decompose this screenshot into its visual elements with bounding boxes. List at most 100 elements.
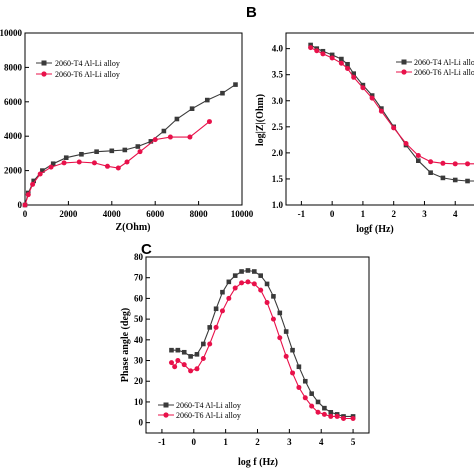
data-point-t6 xyxy=(232,285,238,291)
y-tick-label: 60 xyxy=(134,293,144,303)
legend-label-t4: 2060-T4 Al-Li alloy xyxy=(55,59,120,68)
y-tick-label: 10000 xyxy=(0,28,23,38)
data-point-t6 xyxy=(115,165,121,171)
x-tick-label: 6000 xyxy=(146,209,165,219)
data-point-t4 xyxy=(283,329,289,334)
series-line-t6 xyxy=(171,281,354,420)
data-point-t4 xyxy=(290,347,295,353)
data-point-t4 xyxy=(308,42,313,48)
data-point-t6 xyxy=(283,353,289,359)
x-tick-label: 1 xyxy=(361,209,366,219)
data-point-t6 xyxy=(37,171,43,177)
y-tick-label: 0 xyxy=(139,418,144,428)
data-point-t4 xyxy=(31,178,36,184)
data-point-t6 xyxy=(30,181,36,187)
data-point-t4 xyxy=(322,405,327,411)
panel-a-legend: 2060-T4 Al-Li alloy 2060-T6 Al-Li alloy xyxy=(36,59,120,79)
data-point-t4 xyxy=(339,56,344,62)
data-point-t6 xyxy=(48,164,54,170)
data-point-t6 xyxy=(378,108,384,114)
data-point-t6 xyxy=(200,355,206,361)
x-tick-label: 8000 xyxy=(190,209,209,219)
legend-marker-t6 xyxy=(401,69,407,75)
x-tick-label: 2 xyxy=(391,209,396,219)
x-tick-label: 3 xyxy=(422,209,427,219)
data-point-t4 xyxy=(329,52,335,58)
x-tick-label: 2 xyxy=(255,437,260,447)
data-point-t6 xyxy=(360,85,366,91)
data-point-t4 xyxy=(50,161,56,167)
data-point-t6 xyxy=(175,358,181,364)
y-tick-label: 30 xyxy=(134,356,144,366)
x-tick-label: -1 xyxy=(158,437,166,447)
panel-c-series xyxy=(168,268,356,422)
panel-a-frame xyxy=(24,32,243,206)
panel-b-ticks: -1 0 1 2 3 4 1.0 1.5 2.0 2.5 3.0 3.5 4.0 xyxy=(272,44,458,219)
data-point-t6 xyxy=(258,287,264,293)
data-point-t4 xyxy=(258,273,263,278)
data-point-t4 xyxy=(135,144,141,149)
data-point-t4 xyxy=(181,349,187,355)
data-point-t6 xyxy=(403,140,409,146)
y-tick-label: 1.0 xyxy=(272,200,284,210)
data-point-t4 xyxy=(428,170,433,175)
data-point-t6 xyxy=(213,324,219,330)
data-point-t6 xyxy=(369,95,375,101)
data-point-t4 xyxy=(188,354,193,359)
data-point-t6 xyxy=(194,366,200,372)
data-point-t4 xyxy=(207,325,213,330)
y-tick-label: 1.5 xyxy=(272,174,284,184)
data-point-t6 xyxy=(321,411,327,417)
x-tick-label: 4 xyxy=(319,437,324,447)
data-point-t4 xyxy=(220,90,225,96)
x-tick-label: -1 xyxy=(298,209,306,219)
data-point-t4 xyxy=(452,177,458,183)
y-tick-label: 2.5 xyxy=(272,122,284,132)
y-tick-label: 80 xyxy=(134,252,144,262)
data-point-t6 xyxy=(104,163,110,169)
data-point-t6 xyxy=(226,295,232,301)
y-tick-label: 0 xyxy=(18,200,23,210)
data-point-t6 xyxy=(302,395,308,401)
panel-b-xlabel: logf (Hz) xyxy=(356,224,394,235)
data-point-t6 xyxy=(320,51,326,57)
data-point-t4 xyxy=(360,82,366,88)
panel-b-series xyxy=(308,42,474,184)
legend-label-t4: 2060-T4 Al-Li alloy xyxy=(414,58,474,67)
x-tick-label: 0 xyxy=(192,437,197,447)
data-point-t4 xyxy=(296,364,302,370)
data-point-t4 xyxy=(416,158,421,163)
data-point-t4 xyxy=(169,347,174,353)
data-point-t6 xyxy=(328,413,334,419)
panel-b-frame xyxy=(285,32,474,206)
data-point-t4 xyxy=(369,93,375,98)
data-point-t6 xyxy=(338,60,344,66)
data-point-t6 xyxy=(308,45,314,51)
data-point-t4 xyxy=(277,310,283,316)
data-point-t4 xyxy=(309,391,314,396)
data-point-t4 xyxy=(109,148,115,154)
data-point-t6 xyxy=(239,280,245,286)
data-point-t4 xyxy=(245,268,251,273)
x-tick-label: 10000 xyxy=(231,209,254,219)
data-point-t6 xyxy=(124,159,130,165)
data-point-t4 xyxy=(79,151,84,157)
legend-marker-t6 xyxy=(163,412,169,418)
data-point-t6 xyxy=(315,409,321,415)
y-tick-label: 4000 xyxy=(4,131,23,141)
y-tick-label: 3.5 xyxy=(272,70,284,80)
data-point-t4 xyxy=(189,106,195,111)
legend-marker-t6 xyxy=(41,71,47,77)
x-tick-label: 0 xyxy=(23,209,28,219)
y-tick-label: 2.0 xyxy=(272,148,284,158)
data-point-t4 xyxy=(94,149,99,154)
panel-letter-b: B xyxy=(246,4,257,21)
data-point-t6 xyxy=(309,403,315,409)
data-point-t6 xyxy=(137,149,143,155)
data-point-t4 xyxy=(175,347,181,353)
legend-marker-t4 xyxy=(163,402,169,408)
x-tick-label: 5 xyxy=(351,437,356,447)
data-point-t6 xyxy=(188,368,194,374)
data-point-t6 xyxy=(251,281,257,287)
x-tick-label: 1 xyxy=(223,437,228,447)
